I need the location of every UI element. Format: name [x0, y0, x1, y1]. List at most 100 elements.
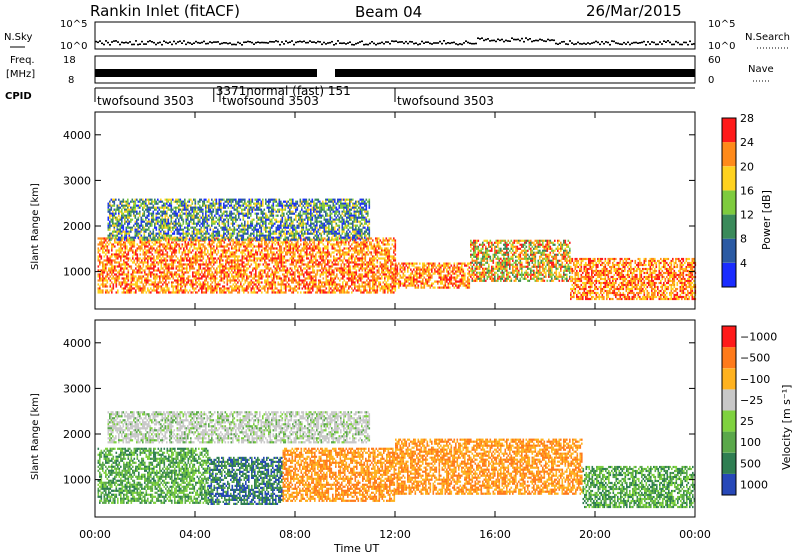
range-cell [342, 275, 344, 278]
range-cell [393, 249, 395, 252]
range-cell [172, 273, 175, 276]
range-cell [394, 259, 397, 262]
range-cell [189, 279, 191, 282]
range-cell [378, 281, 380, 284]
range-cell [168, 243, 170, 246]
range-cell [292, 271, 295, 274]
range-cell [428, 274, 430, 277]
freq-left-tick-top: 18 [63, 55, 76, 66]
range-cell [138, 245, 140, 248]
range-cell [121, 281, 124, 284]
range-cell [364, 275, 367, 278]
range-cell [449, 276, 451, 279]
range-cell [246, 279, 248, 282]
range-cell [204, 267, 206, 270]
range-cell [322, 289, 325, 292]
range-cell [480, 265, 483, 268]
range-cell [199, 267, 202, 270]
range-cell [250, 283, 253, 286]
range-cell [349, 257, 352, 260]
noise-point [323, 41, 325, 44]
range-cell [264, 243, 266, 246]
range-cell [309, 271, 311, 274]
range-cell [294, 265, 296, 268]
range-cell [369, 241, 371, 244]
freq-point [451, 69, 453, 77]
range-cell [297, 271, 299, 274]
range-cell [364, 245, 367, 248]
range-cell [378, 277, 380, 280]
range-cell [467, 262, 469, 265]
range-cell [243, 245, 245, 248]
range-cell [246, 277, 248, 280]
range-cell [100, 247, 103, 250]
freq-point [369, 69, 371, 77]
range-cell [190, 245, 193, 248]
range-cell [437, 280, 439, 283]
range-cell [402, 272, 405, 275]
range-cell [166, 241, 169, 244]
range-cell [255, 269, 257, 272]
range-cell [171, 267, 173, 270]
range-cell [387, 291, 389, 294]
range-cell [123, 243, 125, 246]
range-cell [304, 267, 307, 270]
range-cell [222, 251, 224, 254]
range-cell [422, 270, 424, 273]
range-cell [265, 281, 268, 284]
range-cell [136, 259, 139, 262]
range-cell [474, 267, 477, 270]
range-cell [280, 245, 283, 248]
range-cell [312, 247, 314, 250]
freq-point [521, 69, 523, 77]
range-cell [111, 273, 113, 276]
range-cell [132, 271, 134, 274]
range-cell [301, 247, 304, 250]
range-cell [339, 271, 341, 274]
range-cell [390, 277, 392, 280]
range-cell [336, 269, 338, 272]
range-cell [322, 259, 325, 262]
range-cell [334, 283, 337, 286]
range-cell [211, 277, 214, 280]
range-cell [273, 279, 275, 282]
freq-point [581, 69, 583, 77]
range-cell [370, 237, 373, 240]
range-cell [294, 267, 296, 270]
range-cell [208, 273, 211, 276]
range-cell [277, 275, 280, 278]
range-cell [267, 271, 269, 274]
range-cell [139, 275, 142, 278]
range-cell [180, 261, 182, 264]
range-cell [201, 249, 203, 252]
freq-point [259, 69, 261, 77]
range-cell [171, 281, 173, 284]
range-cell [181, 251, 184, 254]
range-cell [333, 287, 335, 290]
range-cell [489, 241, 492, 244]
noise-point [127, 42, 129, 44]
range-cell [216, 287, 218, 290]
range-cell [379, 257, 382, 260]
range-cell [154, 265, 157, 268]
noise-point [393, 40, 395, 43]
range-cell [286, 259, 289, 262]
range-cell [163, 271, 166, 274]
range-cell [109, 275, 112, 278]
range-cell [382, 271, 385, 274]
range-cell [246, 263, 248, 266]
range-cell [216, 269, 218, 272]
range-cell [139, 285, 142, 288]
range-cell [366, 243, 368, 246]
range-cell [288, 241, 290, 244]
range-cell [193, 245, 196, 248]
range-cell [327, 283, 329, 286]
range-cell [306, 273, 308, 276]
range-cell [120, 273, 122, 276]
range-cell [187, 259, 190, 262]
range-cell [261, 277, 263, 280]
range-cell [384, 267, 386, 270]
range-cell [150, 251, 152, 254]
range-cell [115, 251, 118, 254]
range-cell [181, 263, 184, 266]
